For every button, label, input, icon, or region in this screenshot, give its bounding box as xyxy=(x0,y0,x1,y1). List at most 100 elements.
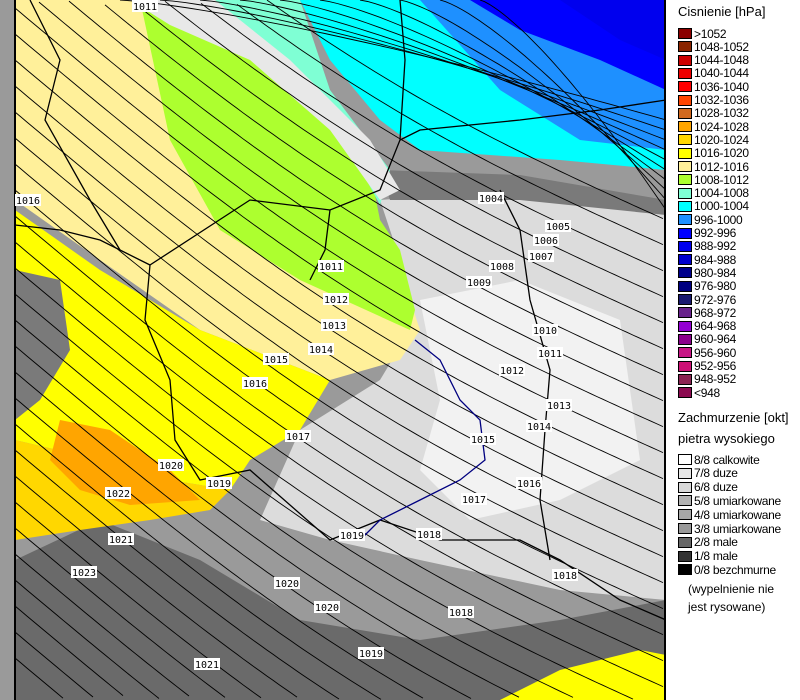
isobar-label: 1004 xyxy=(479,194,503,205)
isobar-label: 1019 xyxy=(340,531,364,542)
legend-label: 5/8 umiarkowane xyxy=(694,493,781,508)
isobar xyxy=(119,0,666,121)
legend-item: 5/8 umiarkowane xyxy=(678,494,781,507)
legend-swatch xyxy=(678,564,692,576)
weather-map: 1011 1016 1004 1005 1006 1007 1008 1009 1011 1012… xyxy=(0,0,666,700)
pressure-1016-1020 xyxy=(15,210,330,490)
cloud-area-dark-top xyxy=(380,170,666,215)
legend-item: 1012-1016 xyxy=(678,160,749,173)
isobar-label-bg xyxy=(526,420,552,432)
legend-swatch xyxy=(678,294,692,305)
legend-label: 960-964 xyxy=(694,332,736,347)
isobar xyxy=(159,0,666,131)
river xyxy=(359,339,486,541)
isobar-label-bg xyxy=(546,399,572,411)
legend-swatch xyxy=(678,333,692,345)
isobar-label: 1007 xyxy=(529,252,553,263)
legend-label: <948 xyxy=(694,385,720,400)
isobar-label: 1020 xyxy=(275,579,299,590)
legend-swatch xyxy=(678,536,692,548)
isobar-label-bg xyxy=(263,353,289,365)
cloud-area-white xyxy=(420,280,640,520)
isobar-label-bg xyxy=(285,430,311,442)
isobar-label: 1020 xyxy=(315,603,339,614)
legend-swatch xyxy=(678,41,692,53)
isobar-label: 1023 xyxy=(72,568,96,579)
isobar-label: 1018 xyxy=(449,608,473,619)
isobar xyxy=(14,345,520,698)
isobar-label-bg xyxy=(308,343,334,355)
legend-label: 988-992 xyxy=(694,239,736,254)
legend-label: 996-1000 xyxy=(694,212,743,227)
legend-item: 988-992 xyxy=(678,240,736,253)
legend-swatch xyxy=(678,147,692,159)
legend-swatch xyxy=(678,174,692,186)
isobar-label-bg xyxy=(321,319,347,331)
legend-label: 1028-1032 xyxy=(694,106,749,121)
isobar-label: 1011 xyxy=(319,262,343,273)
isobar xyxy=(164,0,664,298)
isobar xyxy=(14,475,298,698)
isobar xyxy=(14,111,664,532)
legend-label: 3/8 umiarkowane xyxy=(694,521,781,536)
isobar-label-bg xyxy=(71,566,97,578)
isobar xyxy=(14,631,94,698)
legend-item: 948-952 xyxy=(678,373,736,386)
isobar-label-bg xyxy=(466,276,492,288)
isobar-label-bg xyxy=(489,260,515,272)
isobar-label: 1009 xyxy=(467,278,491,289)
isobar xyxy=(14,371,472,699)
isobar-label: 1014 xyxy=(309,345,333,356)
legend-swatch xyxy=(678,67,692,79)
legend-label: 964-968 xyxy=(694,319,736,334)
legend-swatch xyxy=(678,81,692,93)
isobar-labels: 1011 1016 1004 1005 1006 1007 1008 1009 1011 1012… xyxy=(15,0,578,671)
isobar-label-bg xyxy=(545,220,571,232)
isobar-label: 1022 xyxy=(106,489,130,500)
legend-label: 4/8 umiarkowane xyxy=(694,507,781,522)
legend-item: 1/8 male xyxy=(678,550,738,563)
legend-item: 960-964 xyxy=(678,333,736,346)
legend-swatch xyxy=(678,280,692,292)
isobar xyxy=(14,449,340,700)
legend-item: 1032-1036 xyxy=(678,94,749,107)
isobar-label-bg xyxy=(318,260,344,272)
legend-label: 976-980 xyxy=(694,279,736,294)
legend-label: 1004-1008 xyxy=(694,186,749,201)
legend-swatch xyxy=(678,94,692,106)
pressure-yellow-bottom xyxy=(500,650,666,700)
isobar-label: 1011 xyxy=(133,2,157,13)
legend-item: 1004-1008 xyxy=(678,187,749,200)
legend-swatch xyxy=(678,200,692,212)
isobar-lines xyxy=(14,0,666,700)
isobar-label-bg xyxy=(132,0,158,12)
isobar-label: 1018 xyxy=(417,530,441,541)
isobar-label: 1012 xyxy=(500,366,524,377)
isobar xyxy=(239,0,666,151)
legend-swatch xyxy=(678,320,692,332)
pressure-988-992 xyxy=(560,0,666,60)
legend-label: >1052 xyxy=(694,26,727,41)
isobar xyxy=(14,319,574,698)
isobar xyxy=(319,0,666,171)
isobar xyxy=(479,0,666,211)
cloud-area-dark xyxy=(15,520,666,700)
legend-item: 1028-1032 xyxy=(678,107,749,120)
isobar-label-bg xyxy=(448,606,474,618)
isobar xyxy=(14,7,664,428)
cloud-legend-title: Zachmurzenie [okt] xyxy=(678,410,789,425)
legend-label: 1020-1024 xyxy=(694,132,749,147)
legend-item: 1048-1052 xyxy=(678,40,749,53)
isobar xyxy=(14,293,634,700)
legend-item: >1052 xyxy=(678,26,727,41)
isobar-label: 1017 xyxy=(286,432,310,443)
isobar-label: 1013 xyxy=(322,321,346,332)
legend-item: 4/8 umiarkowane xyxy=(678,508,781,521)
isobar-label: 1016 xyxy=(16,196,40,207)
isobar xyxy=(14,163,664,584)
isobar-label: 1020 xyxy=(159,461,183,472)
legend-item: 3/8 umiarkowane xyxy=(678,522,781,535)
isobar-label: 1019 xyxy=(359,649,383,660)
legend-label: 972-976 xyxy=(694,292,736,307)
